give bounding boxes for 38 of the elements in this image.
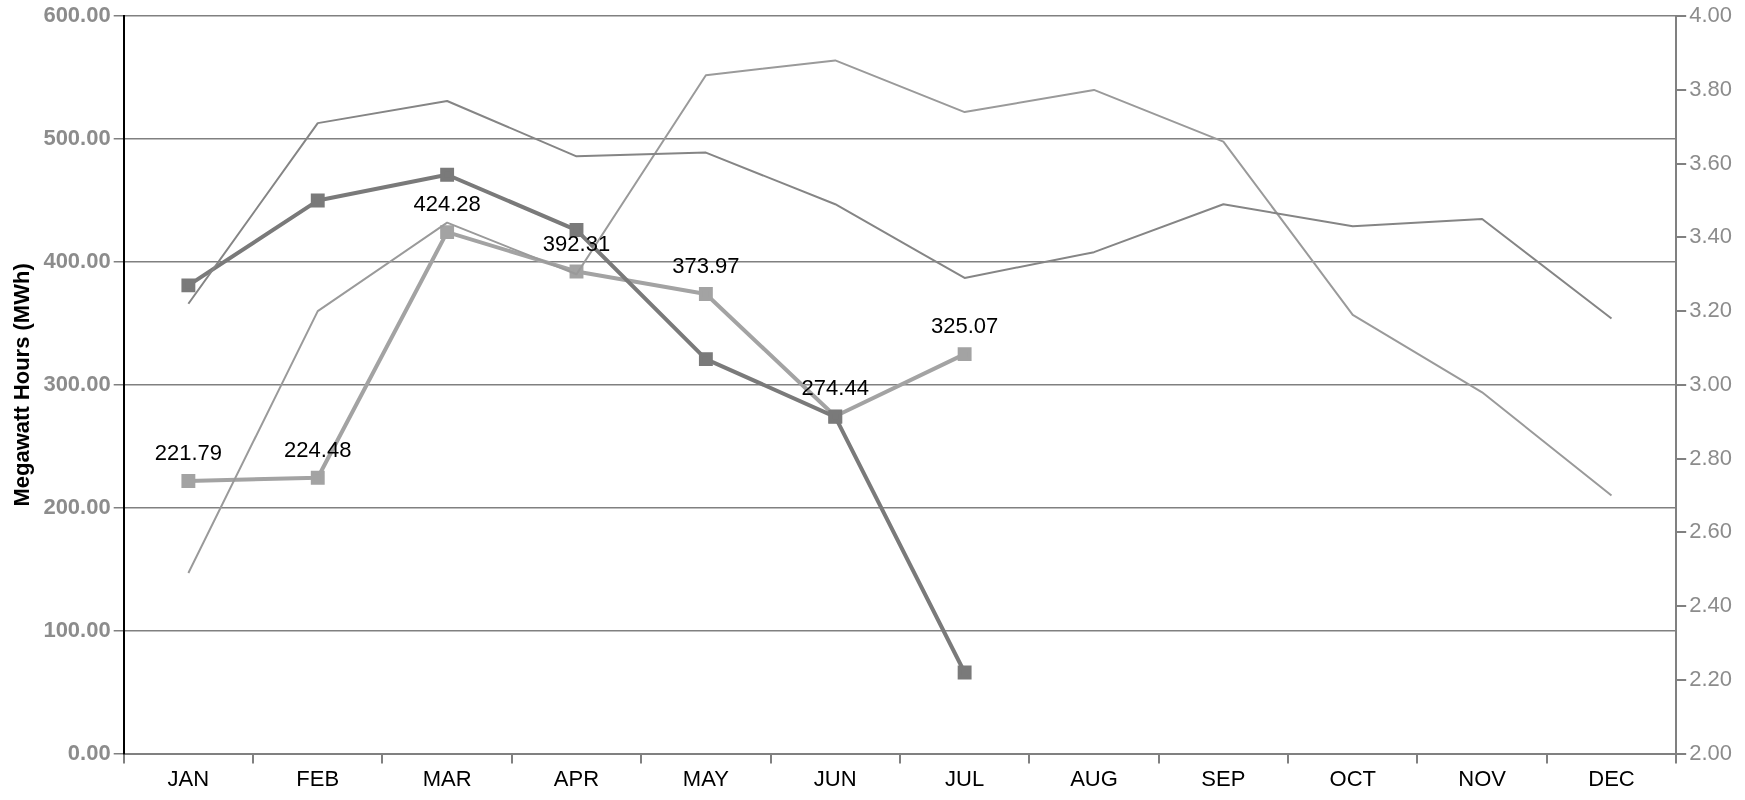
x-tick-label: JUN xyxy=(813,765,857,791)
y2-tick-label: 3.80 xyxy=(1689,76,1733,101)
x-tick-label: APR xyxy=(553,765,600,791)
y2-tick-label: 2.60 xyxy=(1689,518,1733,544)
y2-tick-label: 3.20 xyxy=(1689,297,1733,323)
y-tick-label: 0.00 xyxy=(67,739,111,765)
y2-tick-label: 3.00 xyxy=(1689,370,1733,396)
y-tick-label: 600.00 xyxy=(43,2,111,28)
x-tick-label: AUG xyxy=(1070,765,1118,791)
y2-tick-label: 3.60 xyxy=(1689,149,1733,175)
x-tick-label: JUL xyxy=(945,765,985,791)
x-tick-label: MAR xyxy=(422,765,472,791)
y2-tick-label: 2.80 xyxy=(1689,444,1733,470)
data-label: 325.07 xyxy=(930,313,999,339)
y-tick-label: 100.00 xyxy=(43,616,111,642)
y-axis-title: Megawatt Hours (MWh) xyxy=(9,263,35,507)
data-label: 274.44 xyxy=(801,375,869,401)
y2-tick-label: 4.00 xyxy=(1689,2,1733,28)
y-tick-label: 500.00 xyxy=(43,125,111,151)
data-label: 221.79 xyxy=(154,440,223,466)
x-tick-label: OCT xyxy=(1329,765,1376,791)
y2-tick-label: 2.40 xyxy=(1689,592,1733,618)
x-tick-label: JAN xyxy=(167,765,210,791)
y2-tick-label: 3.40 xyxy=(1689,223,1733,249)
data-label: 424.28 xyxy=(413,191,481,217)
x-tick-label: NOV xyxy=(1458,765,1507,791)
x-tick-label: FEB xyxy=(296,765,340,791)
y-tick-label: 400.00 xyxy=(43,248,111,274)
x-tick-label: SEP xyxy=(1201,765,1246,791)
x-tick-label: DEC xyxy=(1588,765,1635,791)
data-label: 224.48 xyxy=(284,436,352,462)
y2-tick-label: 2.00 xyxy=(1689,739,1733,765)
y2-tick-label: 2.20 xyxy=(1689,665,1733,691)
y-tick-label: 300.00 xyxy=(43,370,111,396)
data-label: 392.31 xyxy=(542,230,611,256)
x-tick-label: MAY xyxy=(682,765,730,791)
y-tick-label: 200.00 xyxy=(43,493,111,519)
data-label: 373.97 xyxy=(672,253,740,279)
